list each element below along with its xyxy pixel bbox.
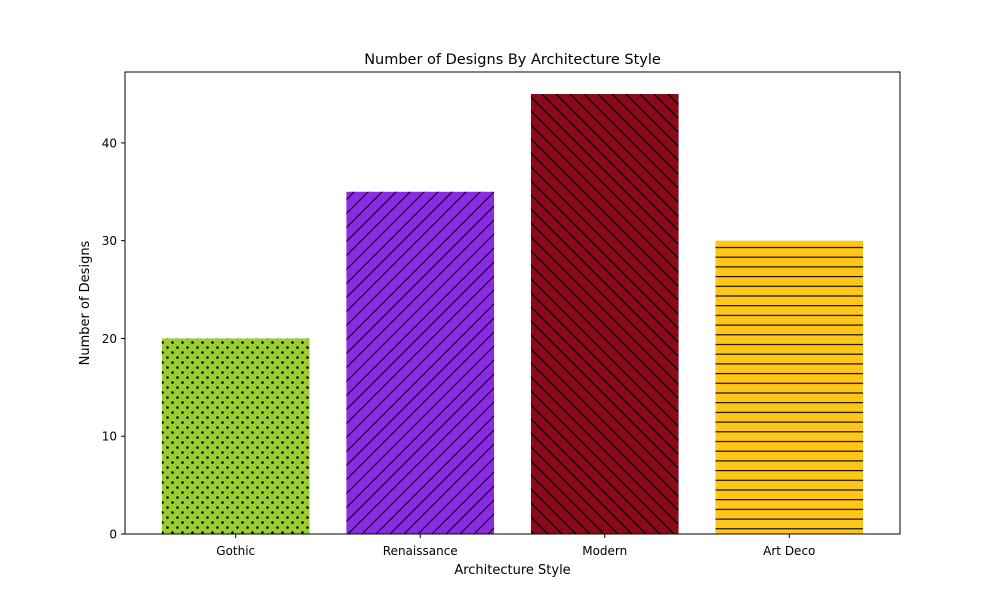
x-tick-label: Renaissance — [383, 544, 458, 558]
x-tick-label: Modern — [582, 544, 627, 558]
x-tick-label: Gothic — [216, 544, 255, 558]
bar-hatch-renaissance — [346, 191, 495, 534]
bar-hatch-gothic — [161, 338, 310, 534]
y-tick-label: 0 — [109, 528, 117, 542]
y-tick-label: 40 — [102, 136, 117, 150]
axes-frame — [124, 71, 901, 535]
y-tick-label: 30 — [102, 234, 117, 248]
chart-title: Number of Designs By Architecture Style — [364, 52, 661, 68]
y-tick-label: 10 — [102, 430, 117, 444]
x-tick-label: Art Deco — [763, 544, 815, 558]
bar-hatch-art-deco — [715, 240, 864, 534]
x-axis-label: Architecture Style — [454, 563, 570, 578]
y-tick-label: 20 — [102, 332, 117, 346]
y-axis-label: Number of Designs — [78, 240, 93, 365]
bar-hatch-modern — [530, 94, 679, 534]
plot-area: Gothic Renaissance Modern Art Deco 0 10 20 30 40 — [102, 94, 864, 558]
